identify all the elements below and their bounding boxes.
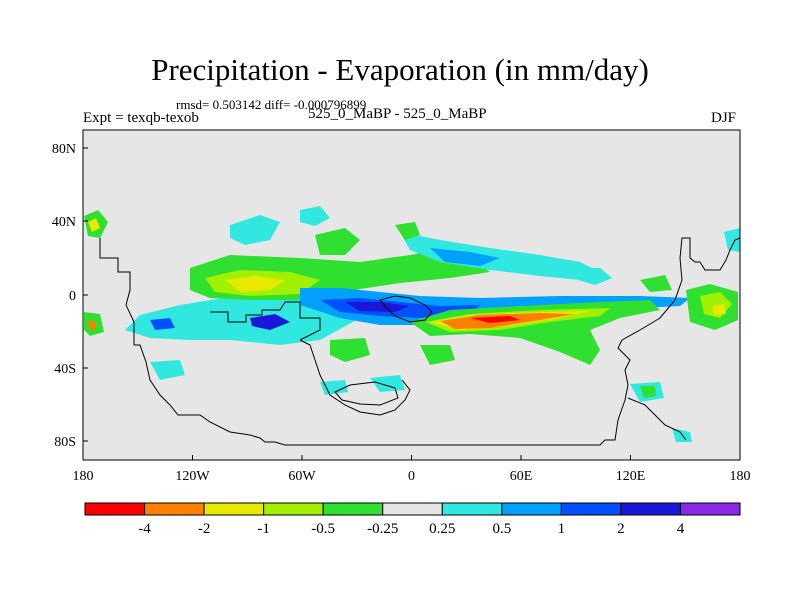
colorbar-label: 4	[677, 521, 685, 537]
field-patch-sw-orange	[88, 320, 96, 330]
field-yellow-band	[225, 276, 285, 292]
colorbar-swatch	[382, 502, 443, 516]
x-tick-label: 180	[73, 469, 94, 484]
field-patch-cyan-nw	[230, 215, 280, 245]
colorbar-labels: -4 -2 -1 -0.5 -0.25 0.25 0.5 1 2 4	[138, 521, 684, 537]
y-tick-label: 0	[69, 289, 76, 304]
x-tick-label: 120W	[175, 469, 210, 484]
colorbar	[84, 502, 741, 516]
field-patch-cyan-ne	[724, 228, 740, 252]
field-patch-cyan-s3	[320, 380, 348, 395]
stats-text: rmsd= 0.503142 diff= -0.000796899	[176, 97, 367, 112]
coast-east-continent	[621, 237, 741, 341]
x-tick-labels: 180 120W 60W 0 60E 120E 180	[73, 469, 751, 484]
y-tick-label: 80N	[52, 142, 76, 157]
coast-inner-south	[299, 339, 411, 416]
colorbar-swatch	[263, 502, 324, 516]
field-red-east	[470, 316, 520, 323]
x-tick-label: 60E	[510, 469, 533, 484]
colorbar-label: 0.25	[429, 521, 455, 537]
field-navy-west	[250, 314, 290, 330]
colorbar-label: -4	[138, 521, 151, 537]
field-patch-green-n2	[395, 222, 420, 240]
field-patch-green-s2	[420, 345, 455, 365]
coast-south-loop	[334, 381, 399, 406]
experiment-label: Expt = texqb-texob	[83, 110, 199, 126]
y-tick-label: 40S	[54, 362, 76, 377]
colorbar-label: 2	[617, 521, 625, 537]
colorbar-label: -2	[198, 521, 211, 537]
field-blue-west	[150, 318, 175, 330]
field-patch-cyan-s2	[370, 375, 405, 392]
coast-southeast	[627, 397, 687, 441]
field-blue-north	[430, 248, 500, 266]
coast-central-island	[379, 295, 433, 323]
colorbar-label: 1	[558, 521, 566, 537]
field-patch-green-n1	[315, 228, 360, 255]
field-patch-green-s3	[640, 386, 656, 398]
y-tick-label: 80S	[54, 435, 76, 450]
field-patch-nw-yellow	[88, 218, 100, 232]
x-tick-label: 0	[408, 469, 415, 484]
colorbar-swatch	[620, 502, 681, 516]
field-patch-yellow-e2	[712, 304, 726, 316]
colorbar-swatch	[501, 502, 562, 516]
field-patch-cyan-e1	[575, 268, 612, 285]
colorbar-label: -1	[257, 521, 270, 537]
x-tick-label: 60W	[288, 469, 316, 484]
x-tick-label: 120E	[616, 469, 646, 484]
field-contours	[84, 206, 740, 442]
field-cyan-north	[400, 232, 600, 280]
colorbar-swatch	[203, 502, 265, 516]
colorbar-swatch	[144, 502, 205, 516]
colorbar-swatch	[441, 502, 503, 516]
land-outline	[99, 237, 741, 446]
colorbar-swatch	[560, 502, 622, 516]
colorbar-label: -0.25	[367, 521, 398, 537]
colorbar-label: -0.5	[311, 521, 335, 537]
colorbar-label: 0.5	[492, 521, 511, 537]
coast-west-continent	[99, 238, 631, 446]
coast-central-north	[210, 301, 321, 341]
y-tick-label: 40N	[52, 215, 76, 230]
x-tick-label: 180	[730, 469, 751, 484]
map-subtitle: 525_0_MaBP - 525_0_MaBP	[308, 106, 487, 122]
colorbar-swatch	[679, 502, 741, 516]
field-patch-cyan-s1	[150, 360, 185, 380]
map-title: Precipitation - Evaporation (in mm/day)	[151, 52, 649, 87]
field-patch-green-s1	[330, 338, 370, 362]
map-background	[83, 130, 740, 460]
colorbar-swatch	[322, 502, 384, 516]
field-navy-central	[345, 302, 410, 312]
axis-ticks	[82, 147, 741, 460]
field-patch-green-e1	[640, 275, 672, 292]
colorbar-swatch	[84, 502, 146, 516]
y-tick-labels: 80N 40N 0 40S 80S	[52, 142, 76, 450]
field-patch-cyan-n	[300, 206, 330, 226]
season-label: DJF	[711, 110, 737, 126]
